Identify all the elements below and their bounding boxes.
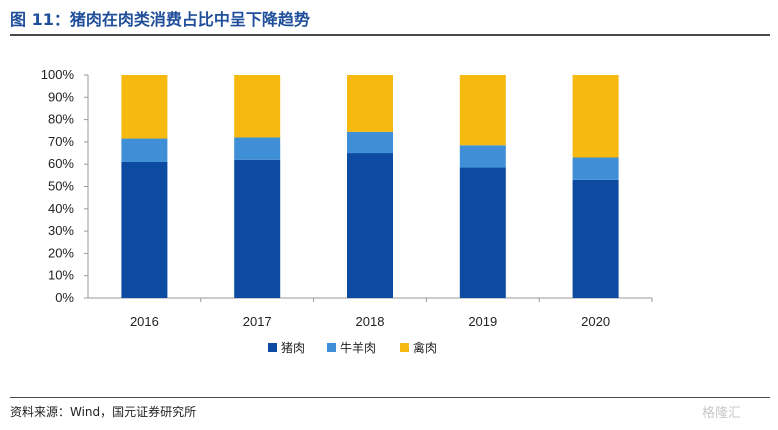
y-tick-label: 90% — [48, 89, 74, 104]
y-tick-label: 70% — [48, 134, 74, 149]
stacked-bar-chart: 0% 10% 20% 30% 40% 50% 60% 70% 80% 90% 100% 2016 201… — [41, 67, 653, 355]
y-tick-label: 80% — [48, 112, 74, 127]
watermark-logo: 格隆汇 — [702, 406, 742, 421]
y-tick-label: 60% — [48, 156, 74, 171]
y-tick-label: 20% — [48, 245, 74, 260]
y-tick-label: 30% — [48, 223, 74, 238]
y-tick-label: 10% — [48, 268, 74, 283]
bar-segment-2019-2 — [459, 75, 506, 146]
bar-segment-2017-0 — [234, 159, 281, 298]
bar-segment-2016-1 — [121, 138, 168, 162]
bar-segment-2017-2 — [234, 75, 281, 138]
bar-segment-2019-0 — [459, 167, 506, 298]
y-tick-label: 40% — [48, 201, 74, 216]
legend-swatch-0 — [268, 343, 277, 352]
bar-segment-2016-2 — [121, 75, 168, 139]
y-tick-label: 0% — [55, 290, 74, 305]
y-tick-label: 100% — [41, 67, 75, 82]
bar-segment-2019-1 — [459, 145, 506, 168]
title-divider — [10, 34, 770, 36]
bar-segment-2020-2 — [572, 75, 619, 158]
x-tick-label: 2016 — [130, 314, 159, 329]
x-tick-label: 2020 — [581, 314, 610, 329]
bar-segment-2018-1 — [347, 131, 393, 154]
x-tick-label: 2018 — [356, 314, 385, 329]
bar-segment-2018-2 — [347, 75, 393, 132]
bar-segment-2016-0 — [121, 161, 168, 298]
legend-label-0: 猪肉 — [281, 341, 305, 355]
legend-swatch-2 — [400, 343, 409, 352]
legend-swatch-1 — [327, 343, 336, 352]
y-tick-label: 50% — [48, 179, 74, 194]
source-note: 资料来源：Wind，国元证券研究所 — [10, 405, 197, 419]
bar-segment-2017-1 — [234, 137, 281, 160]
bar-segment-2018-0 — [347, 153, 393, 298]
chart-title: 图 11：猪肉在肉类消费占比中呈下降趋势 — [10, 10, 310, 29]
x-tick-label: 2019 — [468, 314, 497, 329]
bar-segment-2020-0 — [572, 179, 619, 298]
x-tick-label: 2017 — [243, 314, 272, 329]
source-divider — [10, 397, 770, 398]
legend-label-1: 牛羊肉 — [340, 340, 376, 355]
legend-label-2: 禽肉 — [413, 340, 437, 355]
bar-segment-2020-1 — [572, 157, 619, 180]
